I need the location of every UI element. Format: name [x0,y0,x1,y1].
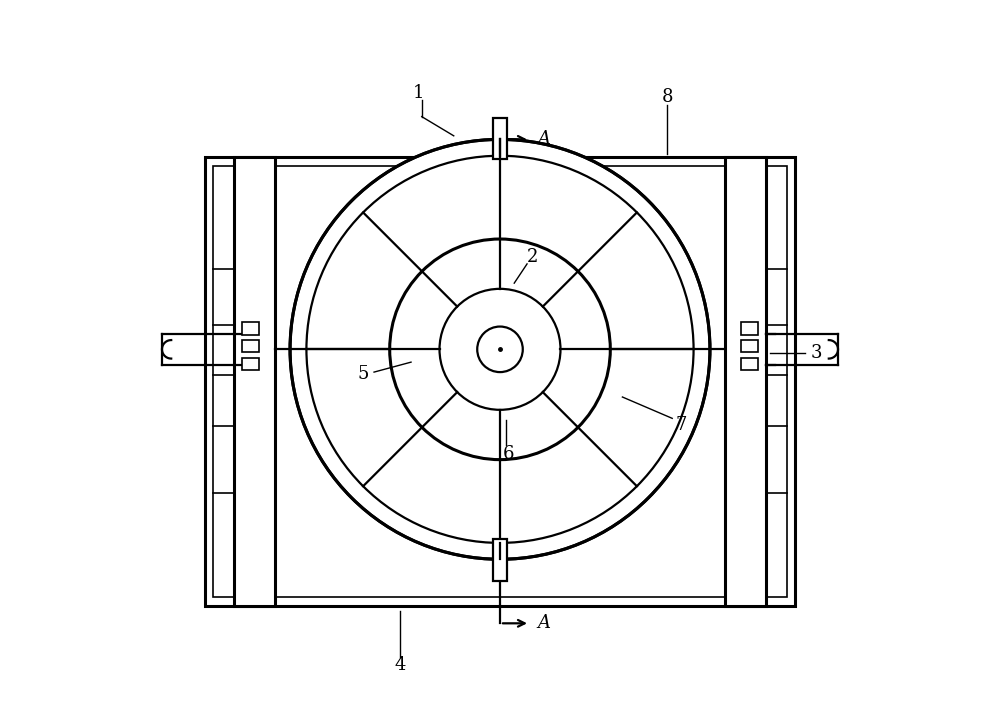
Text: A: A [537,614,550,632]
Text: 5: 5 [358,365,369,383]
Bar [242,340,259,353]
Text: A: A [537,130,550,148]
Bar [242,358,259,370]
Bar [242,322,259,335]
Text: 3: 3 [811,344,822,362]
Text: 4: 4 [395,656,406,674]
Bar [234,157,275,606]
Text: 6: 6 [503,445,514,463]
Text: 7: 7 [676,416,687,434]
Bar [493,118,507,159]
Bar [741,322,758,335]
Text: 2: 2 [526,248,538,266]
Bar [741,358,758,370]
Bar [213,166,787,597]
Circle shape [290,140,710,559]
Bar [741,340,758,353]
Bar [493,539,507,580]
Bar [205,157,795,606]
Text: 1: 1 [412,84,424,102]
Text: 8: 8 [661,88,673,106]
Bar [725,157,766,606]
